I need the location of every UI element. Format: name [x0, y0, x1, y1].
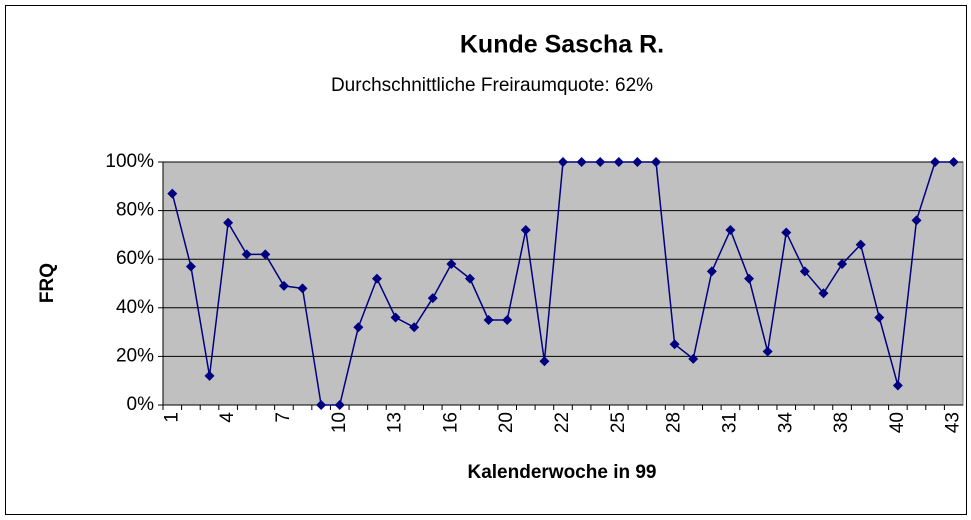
data-point: [464, 273, 475, 284]
data-point: [167, 188, 178, 199]
y-tick-label: 0%: [127, 394, 155, 415]
data-point: [558, 157, 568, 167]
data-point: [930, 157, 941, 167]
chart-title: Kunde Sascha R.: [460, 31, 664, 59]
data-point: [353, 322, 364, 333]
data-point: [446, 259, 457, 270]
data-point: [371, 273, 382, 284]
x-tick-label: 16: [440, 412, 461, 433]
data-point: [427, 293, 438, 304]
data-point: [576, 157, 587, 167]
x-tick-label: 38: [831, 412, 852, 433]
data-point: [837, 259, 848, 270]
data-point: [595, 157, 606, 167]
data-point: [260, 249, 271, 260]
y-axis-label: FRQ: [37, 263, 58, 303]
x-tick-label: 1: [161, 412, 182, 423]
data-point: [706, 266, 717, 277]
y-tick-label: 100%: [105, 151, 154, 172]
x-tick-label: 28: [664, 412, 685, 433]
x-tick-label: 43: [943, 412, 964, 433]
data-point: [855, 239, 866, 250]
x-tick-label: 34: [775, 412, 796, 434]
data-point: [762, 346, 773, 357]
data-point: [204, 370, 215, 381]
data-point: [613, 157, 624, 167]
chart-subtitle: Durchschnittliche Freiraumquote: 62%: [331, 75, 653, 96]
data-point: [781, 227, 792, 238]
data-point: [334, 400, 345, 410]
data-point: [316, 400, 327, 410]
data-point: [725, 225, 736, 236]
data-point: [948, 157, 959, 167]
x-tick-label: 22: [552, 412, 573, 433]
x-tick-label: 10: [329, 412, 350, 433]
y-tick-label: 80%: [116, 200, 154, 221]
data-point: [502, 314, 513, 325]
x-tick-label: 20: [496, 412, 517, 433]
y-tick-label: 60%: [116, 248, 154, 269]
data-point: [223, 217, 234, 228]
data-point: [632, 157, 643, 167]
data-point: [651, 157, 662, 167]
y-tick-label: 20%: [116, 345, 154, 366]
data-point: [409, 322, 420, 333]
x-tick-label: 25: [608, 412, 629, 433]
data-point: [483, 314, 494, 325]
x-tick-label: 13: [385, 412, 406, 433]
data-point: [185, 261, 196, 272]
x-axis-label: Kalenderwoche in 99: [467, 462, 656, 483]
data-point: [278, 280, 289, 291]
data-point: [799, 266, 810, 277]
data-point: [241, 249, 252, 260]
data-point: [390, 312, 401, 323]
data-point: [874, 312, 885, 323]
x-tick-label: 40: [887, 412, 908, 433]
data-point: [744, 273, 755, 284]
data-point: [520, 225, 531, 236]
x-tick-label: 4: [217, 412, 238, 423]
data-point: [669, 339, 680, 350]
x-tick-label: 7: [273, 412, 294, 423]
x-tick-label: 31: [719, 412, 740, 433]
data-point: [297, 283, 308, 294]
y-tick-label: 40%: [116, 297, 154, 318]
data-point: [892, 380, 903, 391]
data-point: [911, 215, 922, 226]
data-point: [688, 353, 699, 364]
data-point: [818, 288, 829, 299]
data-point: [539, 356, 550, 367]
